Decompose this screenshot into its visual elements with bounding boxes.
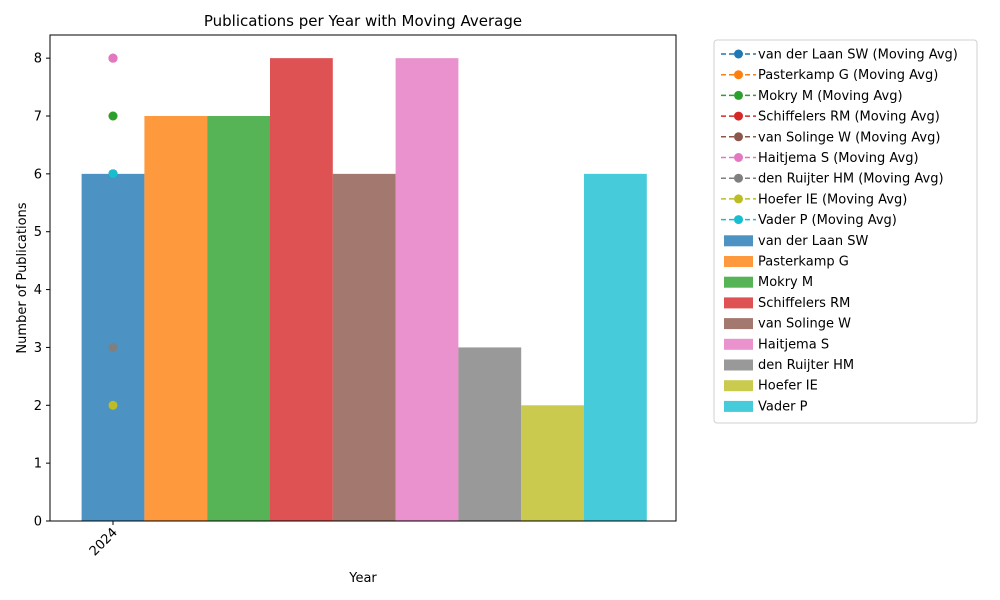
moving-avg-point-den-ruijter-hm (108, 342, 118, 352)
legend-bar-swatch (724, 400, 753, 412)
y-tick-label: 1 (34, 457, 42, 472)
legend-bar-swatch (724, 256, 753, 267)
moving-avg-points-group (108, 53, 118, 410)
y-axis-label: Number of Publications (15, 202, 30, 353)
y-tick-label: 2 (34, 399, 42, 414)
legend-bar-swatch (724, 338, 753, 350)
moving-avg-point-mokry-m (108, 111, 118, 121)
legend-bar-swatch (724, 235, 753, 247)
legend-entry-label: Vader P (Moving Avg) (758, 213, 897, 228)
legend-entry-label: Pasterkamp G (758, 255, 849, 270)
legend-marker-swatch (734, 173, 743, 183)
bar-haitjema-s (395, 58, 459, 522)
legend-bar-swatch (724, 276, 753, 288)
plot-frame (49, 34, 677, 522)
legend-marker-swatch (734, 215, 743, 225)
x-axis: 2024 (87, 521, 121, 559)
y-tick-label: 5 (34, 225, 42, 240)
bar-schiffelers-rm (270, 58, 333, 522)
legend-bar-swatch (724, 318, 753, 330)
bar-vader-p (584, 173, 647, 521)
legend-marker-swatch (734, 111, 743, 121)
legend-entry-label: Vader P (758, 399, 808, 414)
bars-group (81, 58, 647, 522)
y-tick-label: 8 (34, 52, 42, 67)
legend-marker-swatch (734, 90, 743, 100)
bar-hoefer-ie (521, 405, 584, 521)
legend-entry-label: den Ruijter HM (758, 358, 854, 373)
x-tick-label: 2024 (87, 525, 121, 559)
bar-den-ruijter-hm (458, 347, 522, 521)
legend-marker-swatch (734, 132, 743, 142)
y-tick-label: 6 (34, 167, 42, 182)
legend-entry-label: van der Laan SW (758, 234, 869, 249)
legend-entry-label: Schiffelers RM (Moving Avg) (758, 110, 940, 125)
legend-entry-label: Mokry M (758, 275, 813, 290)
legend-entry-label: Hoefer IE (758, 379, 818, 394)
moving-avg-point-haitjema-s (108, 53, 118, 63)
legend-entry-label: Hoefer IE (Moving Avg) (758, 192, 907, 207)
legend-entry-label: Haitjema S (Moving Avg) (758, 151, 919, 166)
legend-entry-label: Mokry M (Moving Avg) (758, 89, 903, 104)
bar-pasterkamp-g (144, 116, 208, 521)
legend-box (713, 39, 978, 424)
legend-marker-swatch (734, 194, 743, 204)
legend-bar-swatch (724, 380, 753, 392)
y-tick-label: 4 (34, 283, 42, 298)
legend-marker-swatch (734, 49, 743, 59)
legend-marker-swatch (734, 153, 743, 162)
legend-marker-swatch (734, 70, 743, 80)
legend-entry-label: van Solinge W (Moving Avg) (758, 130, 940, 145)
legend-entry-label: Pasterkamp G (Moving Avg) (758, 68, 938, 83)
chart-title: Publications per Year with Moving Averag… (204, 12, 522, 30)
legend-bar-swatch (724, 359, 753, 371)
legend-entry-label: van der Laan SW (Moving Avg) (758, 48, 958, 63)
legend-entry-label: den Ruijter HM (Moving Avg) (758, 172, 944, 187)
legend-entry-label: van Solinge W (758, 317, 851, 332)
legend-entry-label: Schiffelers RM (758, 296, 850, 311)
bar-van-solinge-w (332, 173, 396, 521)
bar-mokry-m (207, 116, 270, 521)
legend-bar-swatch (724, 297, 753, 309)
y-tick-label: 3 (34, 341, 42, 356)
legend: van der Laan SW (Moving Avg) Pasterkamp G… (713, 39, 978, 424)
y-tick-label: 0 (34, 515, 42, 530)
legend-entry-label: Haitjema S (758, 337, 829, 352)
x-axis-label: Year (348, 571, 377, 586)
moving-avg-point-hoefer-ie (108, 400, 118, 410)
y-tick-label: 7 (34, 110, 42, 125)
moving-avg-point-vader-p (108, 169, 118, 179)
y-axis: 0 1 2 3 4 5 6 7 8 (34, 52, 50, 530)
